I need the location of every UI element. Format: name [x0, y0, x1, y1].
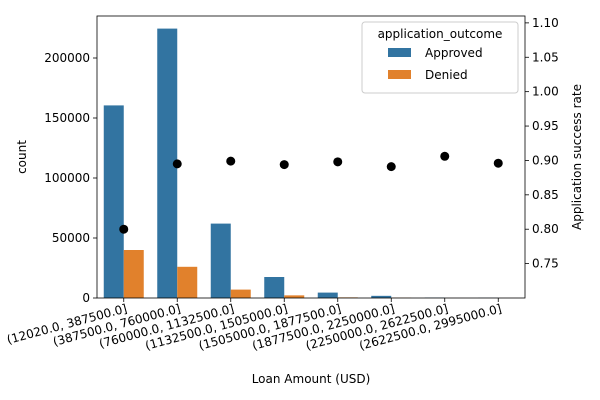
rate-point-4 [333, 157, 343, 167]
rate-point-0 [119, 224, 129, 234]
bar-denied-1 [177, 266, 198, 298]
x-axis-label: Loan Amount (USD) [252, 372, 371, 386]
plot-frame [96, 15, 526, 299]
y2-tick-label-2: 0.85 [532, 188, 559, 202]
bar-approved-0 [103, 105, 124, 299]
y-axis-left: 0 50000 100000 150000 200000 [44, 51, 97, 305]
legend: application_outcome Approved Denied [361, 21, 519, 94]
bar-approved-5 [371, 295, 392, 298]
y-tick-label-1: 50000 [52, 231, 90, 245]
rate-point-2 [226, 156, 236, 166]
y-tick-label-4: 200000 [44, 51, 90, 65]
legend-label-denied: Denied [425, 68, 468, 82]
legend-swatch-approved [388, 48, 411, 57]
y-tick-label-0: 0 [82, 291, 90, 305]
y2-tick-label-4: 0.95 [532, 119, 559, 133]
bar-approved-2 [210, 223, 231, 298]
y-axis-label: count [15, 140, 29, 174]
bar-denied-2 [230, 289, 251, 298]
rate-point-1 [172, 159, 182, 169]
rate-point-5 [386, 162, 396, 172]
y2-tick-label-1: 0.80 [532, 222, 559, 236]
legend-title: application_outcome [378, 27, 503, 41]
y-tick-label-2: 100000 [44, 171, 90, 185]
legend-label-approved: Approved [425, 46, 483, 60]
legend-swatch-denied [388, 70, 411, 79]
y2-tick-label-7: 1.10 [532, 16, 559, 30]
bar-approved-1 [157, 28, 178, 298]
y-axis-right: 0.75 0.80 0.85 0.90 0.95 1.00 1.05 1.10 [525, 16, 559, 271]
bars-layer [103, 28, 519, 299]
y2-tick-label-3: 0.90 [532, 153, 559, 167]
bar-denied-0 [123, 250, 144, 298]
y2-axis-label: Application success rate [570, 84, 584, 230]
rate-points-layer [119, 151, 503, 234]
y2-tick-label-0: 0.75 [532, 257, 559, 271]
y2-tick-label-6: 1.05 [532, 50, 559, 64]
y2-tick-label-5: 1.00 [532, 85, 559, 99]
rate-point-6 [440, 151, 450, 161]
rate-point-7 [493, 158, 503, 168]
rate-point-3 [279, 160, 289, 170]
bar-approved-4 [317, 292, 338, 298]
bar-approved-3 [264, 277, 285, 298]
x-axis: (12020.0, 387500.0](387500.0, 760000.0](… [5, 298, 503, 353]
y-tick-label-3: 150000 [44, 111, 90, 125]
bar-denied-3 [284, 295, 305, 298]
